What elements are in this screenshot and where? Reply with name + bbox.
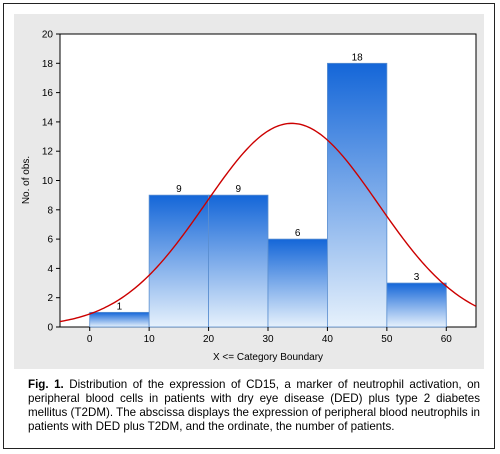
y-tick-label: 10 (42, 176, 54, 187)
x-tick-label: 60 (441, 334, 453, 345)
histogram-bar (89, 311, 150, 328)
x-axis-label: X <= Category Boundary (213, 352, 323, 363)
y-tick-label: 4 (47, 264, 53, 275)
x-tick-label: 0 (87, 334, 93, 345)
bar-value-label: 1 (117, 301, 123, 312)
chart-panel: 1 9 9 6 18 3 0 10 20 30 40 50 60 0 2 4 6 8 10 12 14 16 18 20 … (14, 14, 484, 369)
x-tick-label: 20 (203, 334, 215, 345)
normal-fit-curve (60, 122, 476, 323)
y-axis: 0 2 4 6 8 10 12 14 16 18 20 (42, 30, 60, 334)
y-tick-label: 12 (42, 147, 54, 158)
x-tick-label: 40 (322, 334, 334, 345)
bar-value-label: 18 (352, 52, 364, 63)
histogram-bar (148, 194, 209, 328)
bar-value-label: 6 (295, 228, 301, 239)
y-axis-label: No. of obs. (21, 156, 32, 204)
bar-labels-group: 1 9 9 6 18 3 (117, 52, 420, 312)
x-axis: 0 10 20 30 40 50 60 (87, 327, 452, 345)
x-tick-label: 50 (381, 334, 393, 345)
bar-value-label: 9 (236, 184, 242, 195)
bar-value-label: 9 (176, 184, 182, 195)
caption-text: Distribution of the expression of CD15, … (28, 378, 480, 433)
caption-label: Fig. 1. (28, 378, 64, 391)
y-tick-label: 18 (42, 59, 54, 70)
bars-group (89, 62, 447, 328)
y-tick-label: 6 (47, 235, 53, 246)
y-tick-label: 20 (42, 30, 54, 41)
y-tick-label: 2 (47, 293, 53, 304)
figure-caption: Fig. 1. Distribution of the expression o… (28, 378, 480, 434)
x-tick-label: 30 (262, 334, 274, 345)
histogram-bar (267, 238, 328, 328)
y-tick-label: 0 (47, 323, 53, 334)
y-tick-label: 14 (42, 117, 54, 128)
histogram-bar (386, 282, 447, 328)
x-tick-label: 10 (144, 334, 156, 345)
histogram-bar (327, 62, 388, 328)
figure-frame: 1 9 9 6 18 3 0 10 20 30 40 50 60 0 2 4 6 8 10 12 14 16 18 20 … (3, 3, 495, 449)
bar-value-label: 3 (414, 272, 420, 283)
y-tick-label: 16 (42, 88, 54, 99)
curve-group (60, 122, 476, 323)
histogram-bar (208, 194, 269, 328)
y-tick-label: 8 (47, 205, 53, 216)
